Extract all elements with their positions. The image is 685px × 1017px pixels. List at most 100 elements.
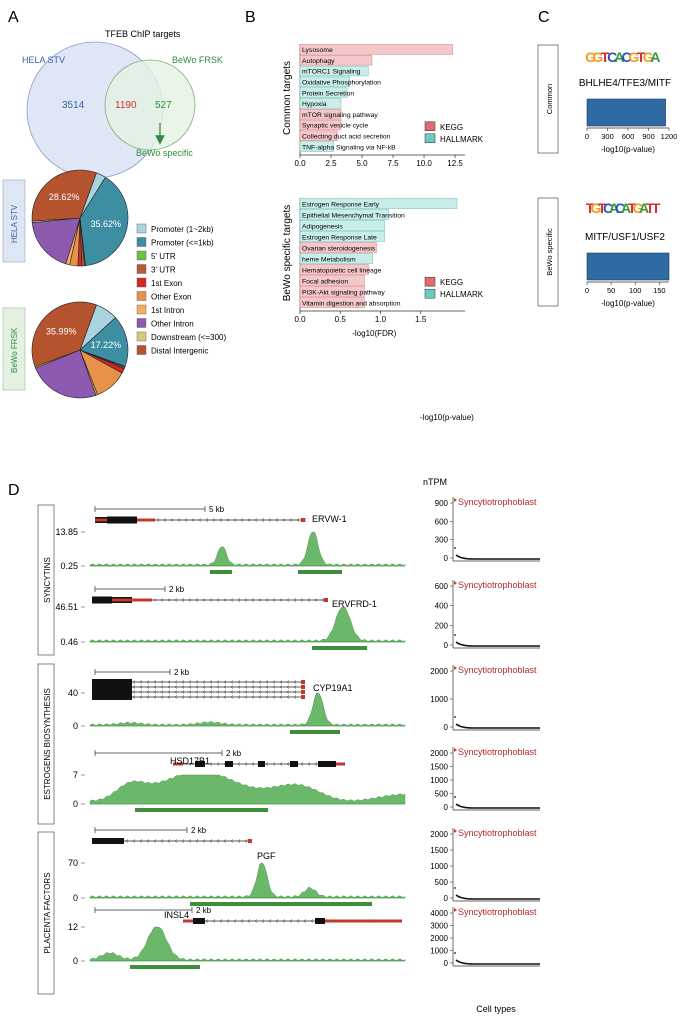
scale-bar-label: 2 kb [174,668,190,677]
pie-slice [31,217,81,265]
track-ymin: 0 [73,893,78,903]
bar-category-label: Adipogenesis [302,223,343,230]
gene-strand-arrow [244,598,248,602]
gene-strand-arrow [184,518,188,522]
ntpm-y-tick-label: 1000 [430,947,448,956]
gene-strand-arrow [146,685,150,689]
gene-strand-arrow [188,598,192,602]
gene-strand-arrow [132,839,136,843]
bar [299,242,377,253]
track-ymin: 0.25 [60,561,78,571]
gene-strand-arrow [209,685,213,689]
venn-arrow-label: BeWo specific [136,148,193,158]
gene-strand-arrow [216,695,220,699]
gene-strand-arrow [226,518,230,522]
track-group-box [37,504,55,656]
ntpm-y-tick-label: 1000 [430,695,448,704]
peak-region [210,570,232,574]
gene-strand-arrow [286,685,290,689]
motif-letter: C [615,200,625,216]
bar-category-label: Focal adhesion [302,278,348,285]
gene-name: INSL4 [164,910,189,920]
gene-strand-arrow [279,695,283,699]
gene-strand-arrow [254,518,258,522]
bar-category-label: Lysosome [302,47,333,54]
gene-strand-arrow [254,919,258,923]
gene-exon [193,918,205,924]
gene-utr [301,695,305,699]
gene-strand-arrow [265,695,269,699]
motif-letter: G [633,200,644,216]
gene-strand-arrow [272,685,276,689]
gene-strand-arrow [202,685,206,689]
gene-strand-arrow [202,839,206,843]
gene-strand-arrow [170,518,174,522]
peak-region [290,730,340,734]
gene-strand-arrow [272,695,276,699]
motif-letter: G [643,49,654,65]
gene-strand-arrow [293,695,297,699]
gene-strand-arrow [195,685,199,689]
gene-strand-arrow [293,690,297,694]
pie-tab-hela [2,179,26,263]
gene-strand-arrow [132,695,136,699]
gene-strand-arrow [177,518,181,522]
gene-strand-arrow [286,695,290,699]
gene-strand-arrow [153,839,157,843]
gene-strand-arrow [230,598,234,602]
gene-strand-arrow [153,690,157,694]
gene-strand-arrow [223,690,227,694]
bar [299,297,365,308]
gene-name: PGF [257,851,276,861]
gene-strand-arrow [293,680,297,684]
gene-strand-arrow [195,690,199,694]
x-tick-label: 0 [585,132,589,141]
gene-strand-arrow [226,919,230,923]
ntpm-point [454,716,456,718]
gene-strand-arrow [286,690,290,694]
gene-strand-arrow [240,919,244,923]
gene-strand-arrow [247,919,251,923]
gene-strand-arrow [160,685,164,689]
bar [299,130,338,141]
gene-exon [107,516,137,524]
venn-left-label: HELA STV [22,55,65,65]
gene-strand-arrow [321,598,325,602]
y-axis-label: BeWo specific targets [282,205,293,302]
gene-strand-arrow [237,685,241,689]
gene-strand-arrow [181,695,185,699]
bar-category-label: Hematopoietic cell lineage [302,267,382,274]
gene-strand-arrow [216,762,220,766]
ntpm-highlight-point [454,748,457,752]
ntpm-x-label: Cell types [476,1004,516,1014]
gene-strand-arrow [230,839,234,843]
motif-bar [586,98,666,127]
x-axis-label: -log10(p-value) [601,145,655,154]
gene-strand-arrow [167,680,171,684]
gene-strand-arrow [181,685,185,689]
gene-strand-arrow [268,919,272,923]
gene-strand-arrow [139,680,143,684]
gene-strand-arrow [216,685,220,689]
legend-swatch-hallmark [424,288,436,299]
x-tick-label: 5.0 [356,159,368,168]
track-ymax: 7 [73,770,78,780]
y-axis-label: Common targets [282,61,293,135]
gene-strand-arrow [272,680,276,684]
gene-strand-arrow [279,685,283,689]
coverage-signal [89,926,406,962]
gene-strand-arrow [282,518,286,522]
gene-strand-arrow [230,690,234,694]
pie-slice-label: 35.62% [90,219,121,229]
gene-strand-arrow [139,690,143,694]
bar [299,198,458,209]
c-side-tab-label: BeWo specific [545,228,554,276]
pie-slice [31,301,97,368]
legend-swatch-kegg [424,276,436,287]
motif-letter: G [592,49,603,65]
gene-strand-arrow [296,919,300,923]
gene-strand-arrow [153,685,157,689]
coverage-signal [89,531,406,567]
legend-label: 1st Intron [151,306,184,315]
